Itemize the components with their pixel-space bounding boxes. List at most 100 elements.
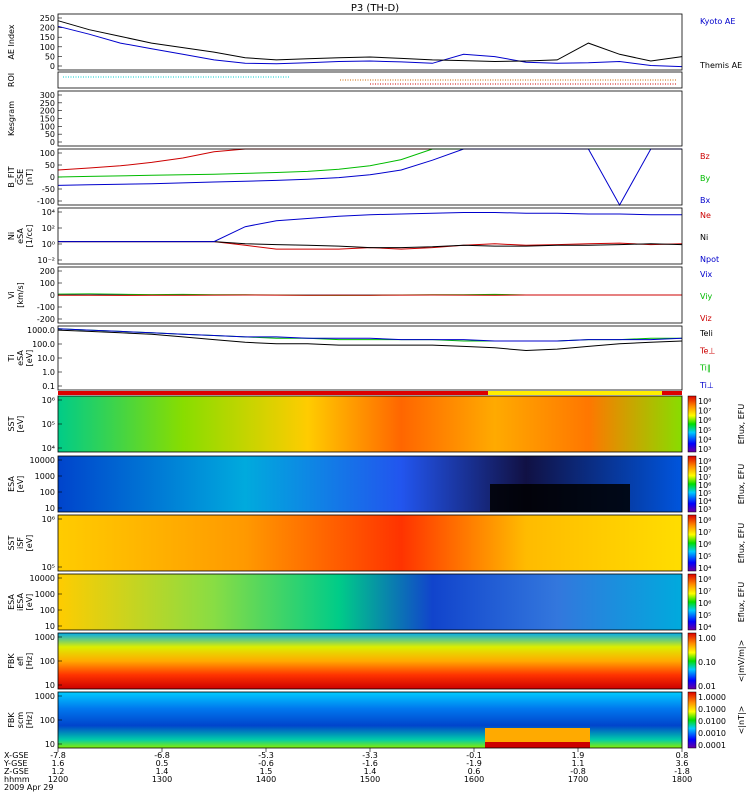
heatmap-field bbox=[58, 396, 682, 452]
y-tick-label: 200 bbox=[40, 107, 55, 116]
y-tick-label: 10⁴ bbox=[42, 444, 55, 453]
x-tick-label: -7.8 bbox=[50, 751, 66, 760]
heatmap-field bbox=[58, 633, 682, 689]
panel-frame bbox=[57, 13, 683, 71]
x-row-label: Y-GSE bbox=[3, 759, 27, 768]
y-tick-label: 50 bbox=[45, 161, 55, 170]
colorbar-tick-label: 1.0000 bbox=[698, 693, 726, 702]
legend-label: Npot bbox=[700, 255, 719, 264]
y-tick-label: 50 bbox=[45, 130, 55, 139]
y-axis-label: B_FIT bbox=[7, 166, 16, 187]
colorbar-tick-label: 10⁷ bbox=[698, 407, 711, 416]
y-tick-label: 10 bbox=[45, 504, 55, 513]
panel-temperature: Ti eSA [eV] 1000.0 100.0 10.0 1.0 0.1 Teli Te⊥ Ti∥… bbox=[7, 325, 715, 391]
x-tick-label: 3.6 bbox=[676, 759, 689, 768]
legend-label: Vix bbox=[700, 270, 713, 279]
panel-fbk2: FBK scm [Hz] 1000 100 10 1.0000 0.1000 0.0100 0.0… bbox=[7, 691, 746, 750]
colorbar-tick-label: 10⁴ bbox=[698, 564, 711, 573]
panel-frame bbox=[57, 632, 683, 690]
series-line-Ti bbox=[57, 328, 683, 342]
status-strip-red bbox=[662, 391, 682, 395]
y-axis-label: iSF bbox=[16, 537, 25, 549]
y-tick-label: -100 bbox=[37, 197, 55, 206]
y-axis-label: FBK bbox=[7, 712, 16, 728]
x-tick-label: -0.1 bbox=[466, 751, 482, 760]
y-axis-label: [Hz] bbox=[25, 712, 34, 728]
legend-label: Themis AE bbox=[699, 61, 742, 70]
panel-frame bbox=[57, 325, 683, 391]
y-tick-label: 100 bbox=[40, 279, 55, 288]
panel-frame bbox=[57, 71, 683, 89]
colorbar-tick-label: 10⁸ bbox=[698, 575, 711, 584]
y-tick-label: 100 bbox=[40, 657, 55, 666]
x-tick-label: 1.4 bbox=[364, 767, 377, 776]
colorbar-tick-label: 10⁶ bbox=[698, 416, 711, 425]
x-tick-label: 1.4 bbox=[156, 767, 169, 776]
legend-label: Ti⊥ bbox=[699, 381, 714, 390]
x-tick-label: -0.6 bbox=[258, 759, 274, 768]
heatmap-dark-region bbox=[490, 484, 630, 512]
legend-label: Bx bbox=[700, 196, 710, 205]
panel-velocity: Vi [km/s] 200 100 0 -100 -200 Vix Viy Viz bbox=[7, 266, 713, 324]
y-tick-label: 1000 bbox=[35, 633, 55, 642]
x-tick-label: 1800 bbox=[672, 775, 692, 784]
colorbar bbox=[687, 632, 697, 690]
x-tick-label: -3.3 bbox=[362, 751, 378, 760]
y-axis-label: Ni bbox=[7, 232, 16, 240]
x-row-label: Z-GSE bbox=[4, 767, 29, 776]
colorbar-tick-label: 10⁵ bbox=[698, 426, 711, 435]
x-tick-label: 1.9 bbox=[572, 751, 585, 760]
colorbar-tick-label: 10⁷ bbox=[698, 473, 711, 482]
colorbar-tick-label: 10⁹ bbox=[698, 457, 711, 466]
x-tick-label: -1.8 bbox=[674, 767, 690, 776]
y-axis-label: ESA bbox=[7, 594, 16, 610]
y-axis-label: ROI bbox=[7, 73, 16, 87]
y-tick-label: 10⁰ bbox=[42, 240, 55, 249]
panel-sst2: SST iSF [eV] 10⁶ 10⁵ 10⁸ 10⁷ 10⁶ 10⁵ 10⁴ Eflux, EF… bbox=[7, 514, 746, 573]
panel-bfield: B_FIT GSE [nT] 100 50 0 -50 -100 Bz By Bx bbox=[7, 148, 710, 207]
x-tick-label: 1.5 bbox=[260, 767, 273, 776]
y-tick-label: 10⁴ bbox=[42, 208, 55, 217]
y-axis-label: iESA bbox=[16, 592, 25, 611]
y-tick-label: -200 bbox=[37, 315, 55, 324]
series-line-Bx bbox=[57, 148, 682, 207]
colorbar-tick-label: 10⁵ bbox=[698, 611, 711, 620]
y-axis-label: [eV] bbox=[16, 416, 25, 433]
y-tick-label: 10 bbox=[45, 681, 55, 690]
y-tick-label: 250 bbox=[40, 14, 55, 23]
colorbar bbox=[687, 514, 697, 572]
x-tick-label: -6.8 bbox=[154, 751, 170, 760]
series-line-Bz bbox=[57, 148, 682, 171]
y-tick-label: 0 bbox=[50, 62, 55, 71]
colorbar bbox=[687, 455, 697, 513]
x-tick-label: 1.2 bbox=[52, 767, 65, 776]
panel-frame bbox=[57, 455, 683, 513]
y-axis-label: scm bbox=[16, 712, 25, 729]
y-tick-label: 1000 bbox=[35, 472, 55, 481]
x-row-label: 2009 Apr 29 bbox=[4, 783, 53, 792]
x-tick-label: 1500 bbox=[360, 775, 380, 784]
y-axis-label: SST bbox=[7, 535, 16, 550]
panel-frame bbox=[57, 395, 683, 453]
colorbar-tick-label: 10⁵ bbox=[698, 552, 711, 561]
series-line-Ni bbox=[58, 241, 683, 249]
y-tick-label: 10 bbox=[45, 740, 55, 749]
y-tick-label: 100 bbox=[40, 488, 55, 497]
series-line-ThemisAE bbox=[57, 20, 683, 63]
y-axis-label: AE Index bbox=[7, 24, 16, 59]
y-axis-label: SST bbox=[7, 416, 16, 431]
colorbar-tick-label: 10³ bbox=[698, 445, 711, 454]
panel-fbk1: FBK efi [Hz] 1000 100 10 1.00 0.10 0.01 <|mV/m|> bbox=[7, 632, 746, 691]
y-axis-label: [eV] bbox=[25, 535, 34, 552]
colorbar-label: <|nT|> bbox=[737, 706, 746, 735]
y-tick-label: 100.0 bbox=[32, 340, 55, 349]
x-tick-label: 0.8 bbox=[676, 751, 689, 760]
y-tick-label: 10.0 bbox=[37, 354, 55, 363]
colorbar-label: Eflux, EFU bbox=[737, 523, 746, 564]
y-tick-label: 0.1 bbox=[42, 382, 55, 391]
colorbar-tick-label: 0.10 bbox=[698, 658, 716, 667]
panel-frame bbox=[57, 514, 683, 572]
x-tick-label: -0.8 bbox=[570, 767, 586, 776]
